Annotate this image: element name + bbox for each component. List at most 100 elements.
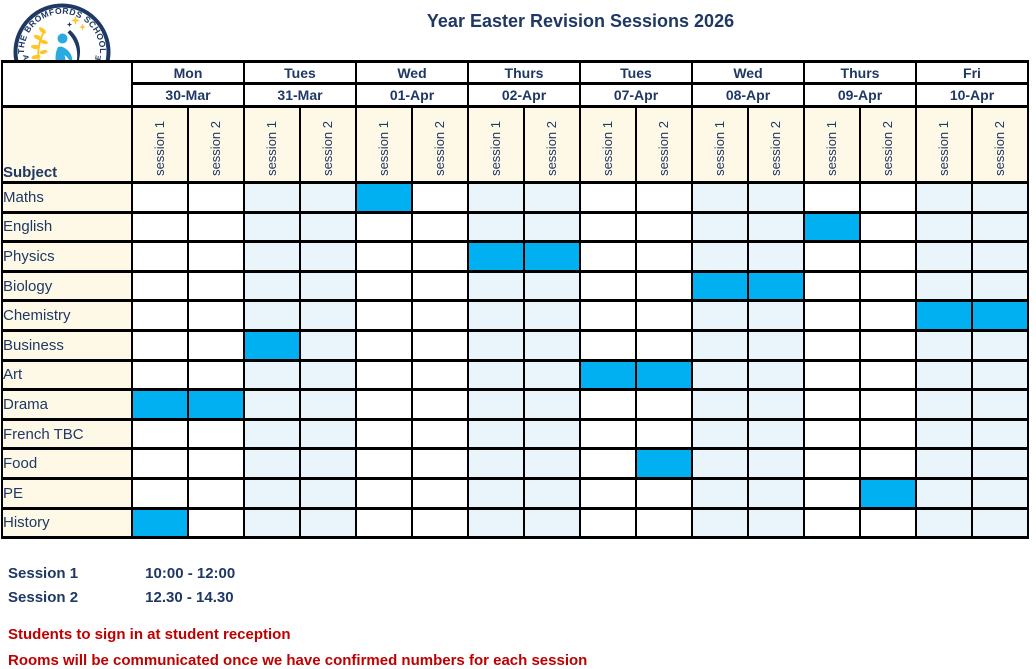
session-cell — [971, 358, 1029, 392]
session-cell — [803, 358, 861, 392]
session-1-time-row: Session 1 10:00 - 12:00 — [8, 565, 235, 582]
session-cell — [355, 476, 413, 510]
session-cell — [691, 328, 749, 362]
subject-label: Chemistry — [1, 299, 133, 332]
session-cell — [187, 269, 245, 303]
day-header: Wed — [691, 60, 805, 85]
note-rooms: Rooms will be communicated once we have … — [8, 652, 588, 669]
subject-row: Maths — [1, 181, 1029, 214]
session-cell — [915, 181, 973, 214]
session-cell — [187, 476, 245, 510]
session-cell — [523, 269, 581, 303]
page-title: Year Easter Revision Sessions 2026 — [426, 11, 735, 31]
session-cell — [411, 417, 469, 451]
booked-session-cell — [971, 299, 1029, 332]
session-cell — [467, 210, 525, 244]
session-cell — [467, 447, 525, 480]
subject-row: English — [1, 210, 1029, 244]
session-cell — [803, 476, 861, 510]
session-header-label: session 1 — [935, 121, 951, 176]
session-cell — [635, 506, 693, 540]
session-cell — [187, 181, 245, 214]
day-header: Tues — [243, 60, 357, 85]
session-header: session 1 — [467, 105, 525, 184]
session-cell — [243, 299, 301, 332]
session-cell — [691, 181, 749, 214]
session-cell — [523, 476, 581, 510]
day-header: Tues — [579, 60, 693, 85]
session-header: session 2 — [971, 105, 1029, 184]
session-cell — [579, 417, 637, 451]
session-cell — [859, 269, 917, 303]
session-cell — [859, 181, 917, 214]
subject-label: French TBC — [1, 417, 133, 451]
session-cell — [915, 240, 973, 273]
session-cell — [523, 328, 581, 362]
session-cell — [467, 181, 525, 214]
booked-session-cell — [243, 328, 301, 362]
session-header-row: Subject session 1 session 2 session 1 sessio… — [1, 105, 1029, 184]
session-cell — [299, 506, 357, 540]
session-cell — [187, 240, 245, 273]
session-cell — [803, 447, 861, 480]
session-cell — [915, 210, 973, 244]
session-cell — [691, 447, 749, 480]
session-cell — [187, 328, 245, 362]
session-cell — [691, 388, 749, 421]
session-cell — [523, 358, 581, 392]
session-cell — [467, 299, 525, 332]
session-cell — [411, 240, 469, 273]
session-cell — [915, 269, 973, 303]
date-header-row: 30-Mar 31-Mar 01-Apr 02-Apr 07-Apr 08-Apr 09-A… — [2, 82, 1029, 108]
subject-label: Drama — [1, 388, 133, 421]
session-cell — [579, 476, 637, 510]
session-cell — [747, 476, 805, 510]
session-cell — [859, 388, 917, 421]
session-cell — [747, 299, 805, 332]
session-cell — [915, 476, 973, 510]
session-cell — [579, 299, 637, 332]
date-header: 09-Apr — [803, 82, 917, 108]
session-cell — [299, 240, 357, 273]
session-cell — [691, 417, 749, 451]
session-cell — [635, 269, 693, 303]
session-cell — [299, 447, 357, 480]
booked-session-cell — [747, 269, 805, 303]
revision-timetable: Mon Tues Wed Thurs Tues Wed Thurs Fri 30-Mar 31-M… — [1, 60, 1029, 540]
session-cell — [467, 417, 525, 451]
date-header: 01-Apr — [355, 82, 469, 108]
session-header: session 1 — [803, 105, 861, 184]
session-header: session 2 — [523, 105, 581, 184]
session-cell — [523, 210, 581, 244]
session-cell — [859, 240, 917, 273]
session-cell — [635, 476, 693, 510]
session-header-label: session 1 — [823, 121, 839, 176]
session-cell — [859, 417, 917, 451]
session-cell — [299, 328, 357, 362]
session-cell — [635, 328, 693, 362]
session-header: session 1 — [691, 105, 749, 184]
session-cell — [691, 299, 749, 332]
session-header: session 2 — [747, 105, 805, 184]
session-cell — [299, 269, 357, 303]
session-cell — [747, 210, 805, 244]
session-cell — [635, 388, 693, 421]
session-cell — [131, 417, 189, 451]
note-sign-in: Students to sign in at student reception — [8, 626, 291, 643]
session-cell — [411, 181, 469, 214]
subject-label: Biology — [1, 269, 133, 303]
session-header-label: session 2 — [991, 121, 1007, 176]
session-cell — [299, 358, 357, 392]
booked-session-cell — [915, 299, 973, 332]
booked-session-cell — [523, 240, 581, 273]
session-cell — [803, 506, 861, 540]
session-cell — [915, 388, 973, 421]
session-cell — [803, 328, 861, 362]
session-cell — [635, 299, 693, 332]
day-header: Thurs — [803, 60, 917, 85]
session-cell — [411, 299, 469, 332]
session-cell — [635, 417, 693, 451]
date-header: 07-Apr — [579, 82, 693, 108]
session-cell — [299, 181, 357, 214]
subject-label: English — [1, 210, 133, 244]
